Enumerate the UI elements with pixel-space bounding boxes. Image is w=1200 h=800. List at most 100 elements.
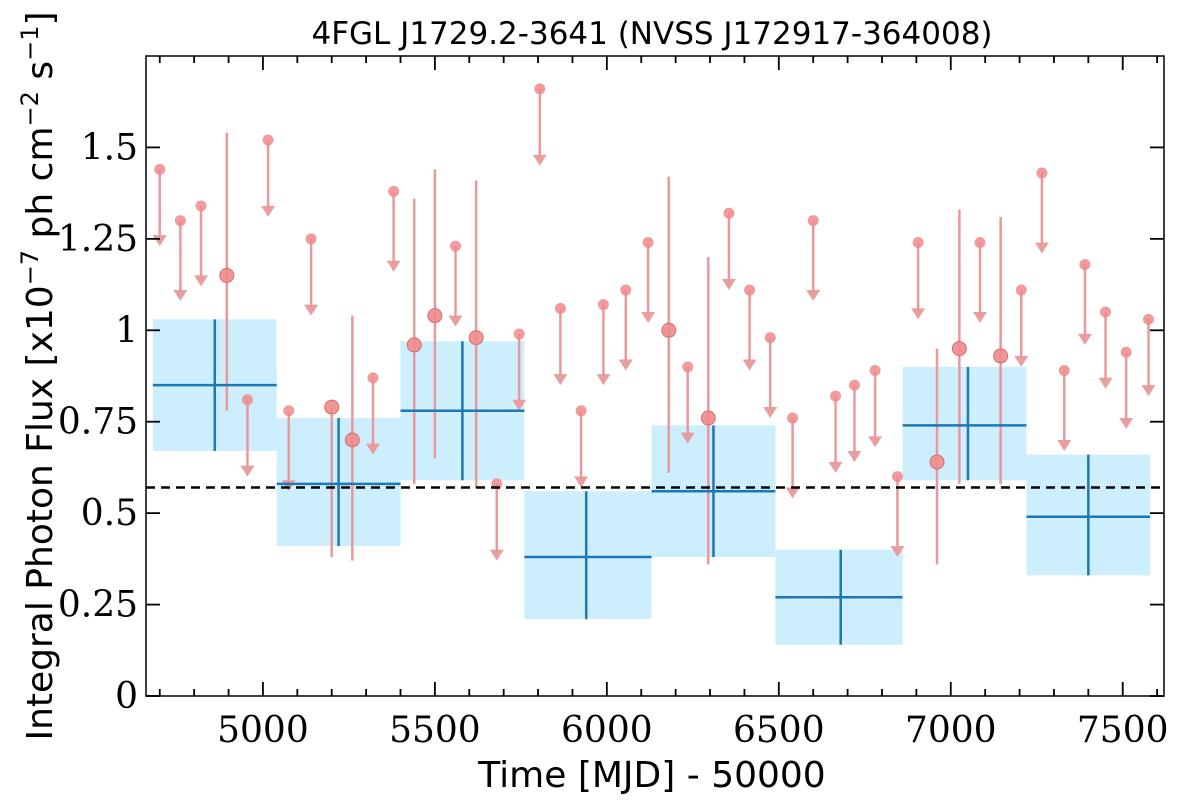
plot-area <box>146 83 1164 645</box>
y-tick-label: 0.75 <box>58 402 138 443</box>
upper-limit-arrow <box>1119 418 1134 430</box>
upper-limit-marker <box>912 237 924 249</box>
upper-limit-arrow <box>847 450 862 462</box>
upper-limit-arrow <box>194 275 209 287</box>
upper-limit-arrow <box>1077 333 1092 345</box>
upper-limit-marker <box>241 394 253 406</box>
upper-limit-arrow <box>553 374 568 386</box>
upper-limit-marker <box>367 372 379 384</box>
x-tick-label: 6000 <box>561 710 653 751</box>
upper-limit-arrow <box>512 399 527 411</box>
upper-limit-arrow <box>806 290 821 302</box>
upper-limit-marker <box>174 215 186 227</box>
upper-limit-marker <box>642 237 654 249</box>
detection-marker <box>427 308 443 324</box>
upper-limit-arrow <box>742 359 757 371</box>
upper-limit-marker <box>450 240 462 252</box>
y-axis-title-part3: s <box>20 61 61 91</box>
y-axis-title-exp3: −1 <box>16 26 44 61</box>
upper-limit-arrow <box>152 235 167 247</box>
upper-limit-arrow <box>1034 242 1049 254</box>
upper-limit-marker <box>1036 167 1048 179</box>
detection-marker <box>929 454 945 470</box>
upper-limit-arrow <box>596 374 611 386</box>
upper-limit-arrow <box>574 476 589 488</box>
x-tick-label: 6500 <box>733 710 825 751</box>
upper-limit-marker <box>154 163 166 175</box>
detection-marker <box>468 330 484 346</box>
upper-limit-marker <box>891 471 903 483</box>
x-axis-title: Time [MJD] - 50000 <box>477 755 825 796</box>
upper-limit-arrow <box>618 359 633 371</box>
detection-marker <box>993 348 1009 364</box>
detection-marker <box>951 341 967 357</box>
upper-limit-arrow <box>365 443 380 455</box>
detection-marker <box>700 410 716 426</box>
upper-limit-marker <box>620 284 632 296</box>
upper-limit-arrow <box>828 461 843 473</box>
upper-limit-marker <box>807 215 819 227</box>
x-tick-label: 7500 <box>1077 710 1169 751</box>
upper-limit-marker <box>869 365 881 377</box>
detection-marker <box>324 399 340 415</box>
long-bin-band <box>524 491 652 620</box>
upper-limit-marker <box>305 233 317 245</box>
upper-limit-arrow <box>304 304 319 316</box>
upper-limit-arrow <box>1014 355 1029 367</box>
upper-limit-marker <box>262 134 274 146</box>
upper-limit-marker <box>723 207 735 219</box>
upper-limit-arrow <box>1057 439 1072 451</box>
y-tick-label: 1 <box>115 310 138 351</box>
y-tick-label: 0.25 <box>58 585 138 626</box>
upper-limit-marker <box>513 328 525 340</box>
y-tick-label: 0.5 <box>81 493 138 534</box>
upper-limit-arrow <box>261 205 276 217</box>
y-tick-label: 0 <box>115 676 138 717</box>
upper-limit-marker <box>195 200 207 212</box>
detection-marker <box>219 267 235 283</box>
upper-limit-arrow <box>680 432 695 444</box>
detection-marker <box>406 337 422 353</box>
upper-limit-marker <box>1100 306 1112 318</box>
upper-limit-marker <box>974 237 986 249</box>
upper-limit-marker <box>830 390 842 402</box>
upper-limit-marker <box>764 332 776 344</box>
upper-limit-arrow <box>641 311 656 323</box>
plot-frame <box>145 55 1165 697</box>
detection-marker <box>661 322 677 338</box>
y-axis-title-part4: ] <box>20 11 61 25</box>
upper-limit-marker <box>1058 365 1070 377</box>
x-tick-label: 7000 <box>905 710 997 751</box>
upper-limit-arrow <box>868 436 883 448</box>
upper-limit-arrow <box>173 290 188 302</box>
y-axis-title-part1: Integral Photon Flux [x10 <box>20 285 61 740</box>
upper-limit-marker <box>682 361 694 373</box>
upper-limit-arrow <box>721 279 736 291</box>
upper-limit-arrow <box>386 260 401 272</box>
upper-limit-marker <box>1079 258 1091 270</box>
upper-limit-arrow <box>785 487 800 499</box>
x-tick-label: 5500 <box>389 710 481 751</box>
axes: 5000 5500 6000 6500 7000 7500 0 0.25 0.5 0.75 1 1.2… <box>58 56 1169 751</box>
long-bin-band <box>902 366 1027 481</box>
upper-limit-arrow <box>973 311 988 323</box>
detection-marker <box>344 432 360 448</box>
upper-limit-arrow <box>240 465 255 477</box>
upper-limit-marker <box>388 185 400 197</box>
upper-limit-arrow <box>1098 377 1113 389</box>
y-axis-title-exp1: −7 <box>16 250 44 285</box>
upper-limit-arrow <box>763 407 778 419</box>
chart-title: 4FGL J1729.2-3641 (NVSS J172917-364008) <box>311 16 992 52</box>
upper-limit-marker <box>848 379 860 391</box>
upper-limit-marker <box>597 299 609 311</box>
upper-limit-marker <box>283 405 295 417</box>
upper-limit-marker <box>534 83 546 95</box>
y-axis-title: Integral Photon Flux [x10−7 ph cm−2 s−1] <box>16 11 61 740</box>
upper-limit-marker <box>1143 313 1155 325</box>
upper-limit-marker <box>1120 346 1132 358</box>
y-axis-title-exp2: −2 <box>16 91 44 126</box>
y-axis-title-part2: ph cm <box>20 126 61 249</box>
upper-limit-arrow <box>1141 385 1156 397</box>
y-tick-label: 1.25 <box>58 219 138 260</box>
